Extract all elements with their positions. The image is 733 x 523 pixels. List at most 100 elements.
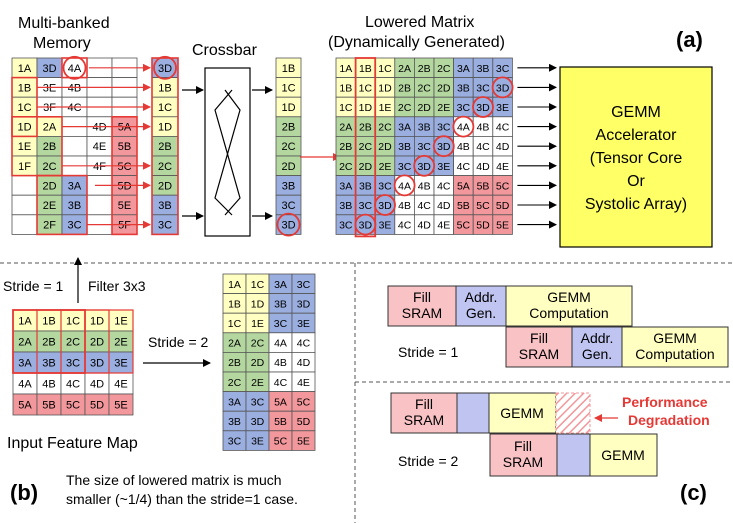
cell-label: 1B [42,316,55,328]
cell-label: 3D [378,200,392,212]
cell-label: 4C [457,161,471,173]
cell-label: 2D [158,180,172,192]
cell-label: 3A [339,180,352,192]
cell-label: 3D [359,220,373,232]
cell-label: 4A [68,63,82,75]
cell-label: 1E [379,102,392,114]
memory-cell [61,135,88,157]
cell-label: 1D [378,82,392,94]
lowered-cell: 2C [394,96,415,118]
c-stride1-label: Stride = 1 [398,344,459,360]
memory-cell [86,194,113,216]
cell-label: 2B [228,357,241,369]
ifm-cell: 5A [12,393,38,416]
s2-cell: 4E [291,371,316,393]
lowered-cell: 2C [335,155,357,177]
ifm-cell: 2E [108,330,134,353]
s2-cell: 2D [245,351,270,373]
addr-gen-box [571,326,623,368]
s2-cell: 2B [222,351,247,373]
cell-label: 3D [90,358,104,370]
s2-cell: 5C [291,391,316,412]
output-cell: 1D [275,96,302,118]
s2-cell: 3B [222,410,247,432]
lowered-cell: 2E [374,155,396,177]
cell-label: 1D [17,122,31,134]
cell-label: 5E [496,220,509,232]
lowered-cell: 1D [355,96,376,118]
cell-label: 4C [67,102,81,114]
cell-label: 5C [274,436,288,448]
cell-label: 1B [339,82,352,94]
s2-cell: 3D [245,410,270,432]
s2-cell: 5D [291,410,316,432]
panel-a: Multi-banked Memory 1A 3D 4A 1B 3E 4B 1C 3F 4C 1D… [11,14,713,248]
cell-label: 4A [274,338,287,350]
ifm-cell: 5E [108,393,134,416]
lowered-cell: 5B [453,194,474,216]
cell-label: 4C [398,220,412,232]
fill-sram-text: Fill [413,289,431,305]
lowered-cell: 3A [453,57,474,79]
cell-label: 2A [398,63,411,75]
cell-label: 1C [158,102,172,114]
cell-label: 2D [251,357,265,369]
lowered-cell: 4C [433,175,455,196]
cell-label: 4E [496,161,509,173]
output-cell: 2D [275,155,302,177]
gemm-computation-text: Computation [529,305,608,321]
gathered-cell: 2D [151,175,179,196]
ifm-label: Input Feature Map [7,435,138,452]
cell-label: 3C [417,141,431,153]
cell-label: 3B [359,180,372,192]
cell-label: 3E [251,436,264,448]
cell-label: 1C [359,82,373,94]
ifm-cell: 4C [60,372,86,395]
cell-label: 5B [118,141,131,153]
cell-label: 2B [158,141,171,153]
lowered-cell: 3B [453,77,474,98]
lowered-cell: 2A [335,116,357,137]
cell-label: 5A [18,400,32,412]
cell-label: 3A [457,63,470,75]
lowered-cell: 3C [472,77,494,98]
cell-label: 3D [42,63,56,75]
cell-label: 5D [297,416,311,428]
cell-label: 2B [398,82,411,94]
lowered-cell: 5C [472,194,494,216]
lowered-cell: 2C [413,77,435,98]
cell-label: 4D [417,220,431,232]
memory-title-line2: Memory [33,35,91,52]
s2-cell: 5E [291,430,316,451]
s2-cell: 1C [222,312,247,334]
cell-label: 4B [274,357,287,369]
cell-label: 1B [282,63,295,75]
gemm-computation-text: GEMM [547,289,591,305]
cell-label: 5A [457,180,470,192]
lowered-cell: 2D [355,155,376,177]
cell-label: 3A [274,279,287,291]
cell-label: 1B [158,82,171,94]
cell-label: 1E [114,316,127,328]
cell-label: 4B [42,379,55,391]
cell-label: 1C [378,63,392,75]
memory-bank-frame [36,174,88,236]
cell-label: 2D [359,161,373,173]
accelerator-line5: Systolic Array) [585,196,687,213]
gemm-text: GEMM [500,405,544,421]
lowered-matrix: 1A 1B 1C 2A 2B 2C 3A 3B 3C 1B 1C 1D 2B 2C 2D 3B 3C 3D 1C 1D… [335,57,514,238]
cell-label: 2C [66,337,80,349]
gathered-cell: 1B [151,77,179,98]
highlight-circle [491,76,514,99]
cell-label: 4B [457,141,470,153]
ifm-cell: 3C [60,351,86,374]
crossbar-box [204,67,251,237]
lowered-cell: 1A [335,57,357,79]
crossbar-arrows [182,86,273,220]
cell-label: 2D [417,102,431,114]
s2-cell: 4C [291,332,316,353]
lowered-cell: 3B [472,57,494,79]
ifm-cell: 2A [12,330,38,353]
gemm-accelerator: GEMM Accelerator (Tensor Core Or Systoli… [559,66,713,248]
